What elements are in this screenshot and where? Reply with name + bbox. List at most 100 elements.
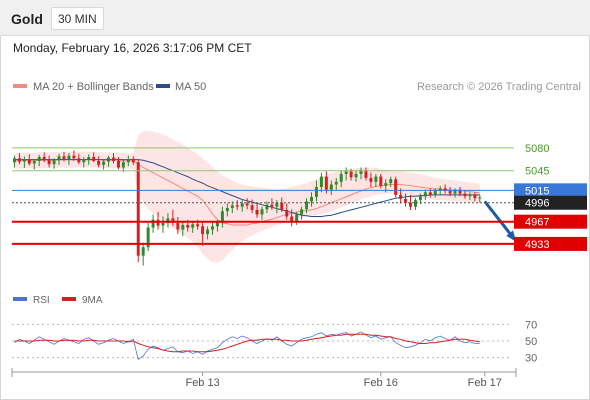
- candle-body: [112, 157, 115, 161]
- candle-body: [468, 194, 472, 197]
- candle-body: [255, 209, 259, 215]
- legend-9ma-label: 9MA: [82, 295, 103, 306]
- candle-body: [295, 214, 299, 222]
- candle-body: [211, 226, 214, 230]
- time-tick-label: Feb 16: [364, 377, 398, 389]
- candle-body: [260, 209, 264, 215]
- candle-body: [389, 179, 393, 184]
- candle-body: [141, 247, 145, 256]
- forecast-arrow-shaft: [483, 200, 516, 241]
- candle-body: [121, 162, 125, 168]
- rsi-tick-70: 70: [525, 319, 537, 331]
- candle-body: [334, 181, 338, 185]
- candle-body: [285, 209, 289, 217]
- candle-body: [438, 188, 442, 191]
- bollinger-band-area: [14, 130, 480, 263]
- candle-body: [151, 219, 155, 228]
- legend-ma20-swatch: [13, 84, 27, 88]
- timeframe-button[interactable]: 30 MIN: [51, 7, 104, 30]
- candle-body: [364, 170, 368, 178]
- candle-body: [72, 155, 76, 159]
- candle-body: [329, 184, 333, 190]
- candle-body: [280, 202, 284, 210]
- candle-body: [404, 198, 408, 203]
- level-tag-5015: [514, 183, 587, 198]
- level-tag-4996: [514, 195, 587, 210]
- candle-body: [423, 192, 427, 197]
- rsi-9ma-line: [14, 333, 480, 353]
- candle-body: [126, 158, 130, 163]
- candle-body: [463, 193, 467, 197]
- candle-body: [275, 202, 279, 207]
- candle-body: [206, 229, 210, 235]
- legend-rsi-swatch: [13, 297, 27, 301]
- candle-body: [116, 160, 120, 168]
- candle-body: [52, 160, 56, 165]
- candle-body: [186, 224, 190, 228]
- candle-body: [448, 190, 452, 194]
- candle-body: [161, 223, 165, 226]
- candle-body: [37, 157, 41, 161]
- chart-timestamp: Monday, February 16, 2026 3:17:06 PM CET: [13, 41, 252, 55]
- candle-body: [235, 205, 239, 207]
- level-label-4967: 4967: [525, 217, 549, 229]
- candle-body: [413, 200, 417, 207]
- candle-body: [339, 174, 343, 182]
- legend-ma20-label: MA 20 + Bollinger Bands: [33, 81, 154, 93]
- candle-body: [359, 170, 363, 174]
- candle-body: [344, 171, 348, 174]
- candle-body: [191, 224, 195, 228]
- candle-body: [394, 179, 398, 195]
- candle-body: [290, 216, 294, 222]
- candle-body: [102, 161, 106, 165]
- candle-body: [300, 209, 304, 215]
- level-label-4996: 4996: [525, 198, 549, 210]
- candle-body: [324, 176, 328, 190]
- candle-body: [473, 194, 477, 199]
- instrument-name: Gold: [11, 11, 43, 27]
- rsi-tick-50: 50: [525, 336, 537, 348]
- candle-body: [433, 190, 437, 195]
- candle-body: [319, 176, 323, 188]
- candle-body: [374, 176, 378, 182]
- candle-body: [220, 211, 224, 223]
- candle-body: [305, 201, 309, 210]
- legend-ma50-swatch: [156, 84, 170, 88]
- candle-body: [42, 157, 46, 161]
- legend-9ma-swatch: [62, 297, 76, 301]
- candle-body: [265, 204, 269, 210]
- candle-body: [181, 224, 185, 230]
- candle-body: [250, 205, 254, 210]
- candle-body: [22, 159, 26, 162]
- candle-body: [82, 159, 86, 163]
- candle-body: [230, 205, 234, 208]
- candle-body: [428, 192, 432, 195]
- candle-body: [310, 196, 313, 202]
- copyright-text: Research © 2026 Trading Central: [417, 81, 581, 93]
- forecast-arrowhead: [506, 230, 517, 242]
- candle-body: [47, 160, 51, 165]
- level-label-5045: 5045: [525, 166, 549, 178]
- candle-body: [87, 157, 91, 160]
- candle-body: [131, 158, 135, 163]
- candle-body: [369, 177, 373, 182]
- candle-body: [240, 203, 244, 207]
- candle-body: [453, 189, 457, 194]
- candle-body: [97, 160, 101, 165]
- level-tag-4967: [514, 214, 587, 229]
- time-tick-label: Feb 17: [468, 377, 502, 389]
- candle-body: [17, 158, 21, 162]
- candle-body: [399, 194, 403, 199]
- candle-body: [443, 188, 447, 191]
- candle-body: [418, 196, 422, 201]
- legend-rsi-label: RSI: [33, 295, 50, 306]
- legend-ma50-label: MA 50: [175, 81, 206, 93]
- candle-body: [77, 158, 81, 163]
- candle-body: [270, 204, 274, 207]
- candle-body: [136, 162, 140, 256]
- price-panel: [12, 130, 517, 266]
- candle-body: [458, 189, 462, 194]
- level-label-5080: 5080: [525, 143, 549, 155]
